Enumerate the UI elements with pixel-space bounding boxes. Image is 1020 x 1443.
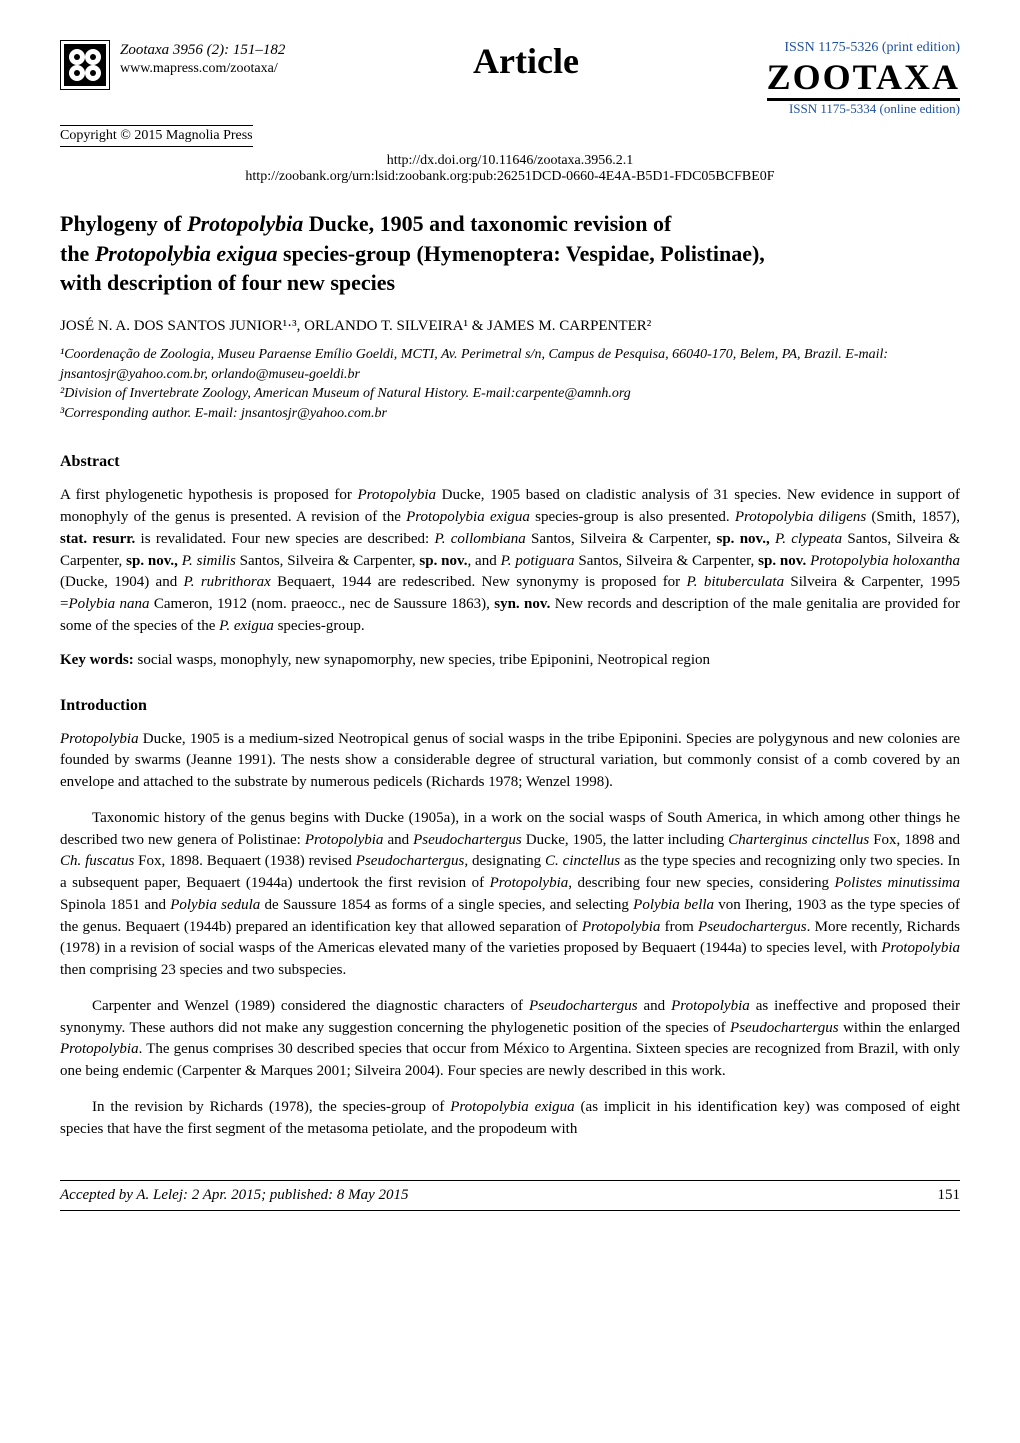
keywords-text: social wasps, monophyly, new synapomorph… — [134, 652, 710, 668]
doi-link[interactable]: http://dx.doi.org/10.11646/zootaxa.3956.… — [60, 153, 960, 169]
intro-p2: Taxonomic history of the genus begins wi… — [60, 808, 960, 982]
abstract-heading: Abstract — [60, 453, 960, 471]
authors: JOSÉ N. A. DOS SANTOS JUNIOR¹·³, ORLANDO… — [60, 318, 960, 335]
affiliation-3: ³Corresponding author. E-mail: jnsantosj… — [60, 404, 960, 424]
title-line1-em: Protopolybia — [187, 211, 303, 236]
page-number: 151 — [938, 1187, 961, 1204]
journal-citation: Zootaxa 3956 (2): 151–182 — [120, 40, 285, 61]
keywords-line: Key words: social wasps, monophyly, new … — [60, 652, 960, 669]
intro-p3: Carpenter and Wenzel (1989) considered t… — [60, 996, 960, 1083]
title-line1-post: Ducke, 1905 and taxonomic revision of — [303, 211, 671, 236]
journal-info-block: Zootaxa 3956 (2): 151–182 www.mapress.co… — [120, 40, 285, 77]
header-left: Zootaxa 3956 (2): 151–182 www.mapress.co… — [60, 40, 285, 90]
header-right: ISSN 1175-5326 (print edition) ZOOTAXA I… — [767, 40, 960, 117]
title-line2-em: Protopolybia exigua — [95, 241, 278, 266]
intro-p4: In the revision by Richards (1978), the … — [60, 1097, 960, 1141]
affiliation-2: ²Division of Invertebrate Zoology, Ameri… — [60, 384, 960, 404]
affiliation-1: ¹Coordenação de Zoologia, Museu Paraense… — [60, 345, 960, 384]
title-line2-post: species-group (Hymenoptera: Vespidae, Po… — [278, 241, 765, 266]
copyright-row: Copyright © 2015 Magnolia Press — [60, 125, 960, 147]
title-line3: with description of four new species — [60, 270, 395, 295]
affiliations-block: ¹Coordenação de Zoologia, Museu Paraense… — [60, 345, 960, 423]
header-row: Zootaxa 3956 (2): 151–182 www.mapress.co… — [60, 40, 960, 117]
journal-url[interactable]: www.mapress.com/zootaxa/ — [120, 61, 285, 77]
issn-print: ISSN 1175-5326 (print edition) — [767, 40, 960, 56]
zoobank-link[interactable]: http://zoobank.org/urn:lsid:zoobank.org:… — [60, 169, 960, 185]
zootaxa-brand: ZOOTAXA — [767, 56, 960, 100]
title-line2-pre: the — [60, 241, 95, 266]
intro-p1: Protopolybia Ducke, 1905 is a medium-siz… — [60, 729, 960, 794]
article-title: Phylogeny of Protopolybia Ducke, 1905 an… — [60, 209, 960, 298]
journal-logo-icon — [60, 40, 110, 90]
title-line1-pre: Phylogeny of — [60, 211, 187, 236]
issn-online: ISSN 1175-5334 (online edition) — [767, 100, 960, 117]
keywords-label: Key words: — [60, 652, 134, 668]
article-label: Article — [285, 40, 766, 82]
copyright-text: Copyright © 2015 Magnolia Press — [60, 125, 253, 147]
accepted-date: Accepted by A. Lelej: 2 Apr. 2015; publi… — [60, 1187, 409, 1204]
introduction-heading: Introduction — [60, 697, 960, 715]
page-footer: Accepted by A. Lelej: 2 Apr. 2015; publi… — [60, 1180, 960, 1211]
abstract-text: A first phylogenetic hypothesis is propo… — [60, 485, 960, 637]
